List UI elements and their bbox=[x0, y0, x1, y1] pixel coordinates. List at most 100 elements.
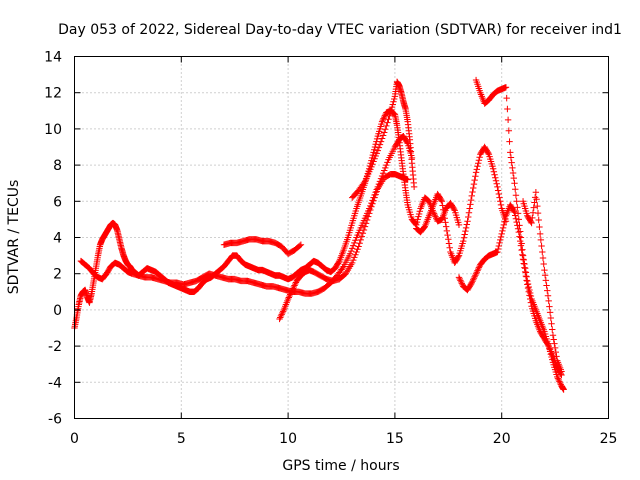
data-point bbox=[472, 169, 480, 176]
data-point bbox=[507, 149, 514, 156]
series-track-b bbox=[77, 132, 416, 297]
data-point bbox=[499, 224, 507, 232]
data-point bbox=[546, 309, 554, 316]
data-point bbox=[365, 213, 372, 220]
data-point bbox=[374, 147, 382, 154]
data-point bbox=[521, 260, 528, 268]
data-point bbox=[440, 210, 448, 218]
series-track-d bbox=[276, 170, 411, 323]
data-point bbox=[285, 294, 293, 301]
data-point bbox=[539, 254, 547, 262]
data-point bbox=[354, 246, 361, 253]
data-point bbox=[527, 218, 535, 226]
data-point bbox=[381, 113, 388, 121]
data-point bbox=[462, 224, 470, 232]
data-point bbox=[369, 160, 376, 168]
data-point bbox=[288, 288, 295, 295]
data-point bbox=[471, 176, 478, 184]
data-point bbox=[506, 138, 513, 145]
data-point bbox=[550, 336, 557, 343]
data-point bbox=[536, 223, 543, 231]
data-point bbox=[389, 101, 396, 108]
data-point bbox=[413, 218, 421, 226]
data-point bbox=[541, 266, 548, 274]
data-point bbox=[457, 278, 465, 286]
data-point bbox=[350, 256, 357, 264]
data-point bbox=[369, 200, 376, 207]
data-point bbox=[538, 242, 545, 250]
data-point bbox=[384, 159, 391, 166]
data-point bbox=[470, 276, 477, 283]
data-point bbox=[473, 166, 480, 173]
data-point bbox=[386, 112, 393, 120]
data-point bbox=[287, 291, 294, 298]
data-point bbox=[351, 239, 358, 247]
y-axis-label: SDTVAR / TECUs bbox=[6, 180, 22, 295]
data-point bbox=[466, 205, 473, 212]
series-track-c bbox=[220, 236, 305, 257]
data-point bbox=[546, 345, 553, 353]
data-point bbox=[361, 223, 369, 230]
data-point bbox=[500, 221, 508, 229]
data-point bbox=[463, 221, 471, 228]
data-point bbox=[279, 309, 286, 317]
data-point bbox=[367, 206, 374, 214]
data-point bbox=[440, 206, 447, 213]
data-point bbox=[513, 198, 520, 205]
data-point bbox=[535, 216, 542, 224]
x-tick-label: 10 bbox=[279, 431, 297, 447]
data-point bbox=[484, 149, 492, 157]
data-point bbox=[517, 234, 525, 241]
data-point bbox=[404, 176, 411, 183]
data-point bbox=[468, 279, 475, 286]
data-point bbox=[526, 289, 534, 297]
data-point bbox=[521, 265, 529, 272]
data-point bbox=[499, 227, 506, 235]
data-point bbox=[512, 192, 520, 199]
data-point bbox=[548, 353, 555, 361]
series-track-f bbox=[413, 143, 510, 267]
data-point bbox=[415, 210, 423, 218]
data-point bbox=[370, 149, 377, 156]
data-point bbox=[445, 240, 453, 247]
data-point bbox=[558, 368, 565, 375]
data-point bbox=[375, 144, 383, 151]
series-track-e bbox=[348, 78, 418, 201]
data-point bbox=[490, 168, 498, 175]
data-point bbox=[509, 169, 517, 177]
data-point bbox=[378, 135, 386, 142]
data-point bbox=[547, 351, 555, 358]
data-point bbox=[284, 295, 292, 303]
data-point bbox=[376, 141, 384, 148]
data-point bbox=[505, 127, 513, 134]
data-point bbox=[385, 116, 392, 123]
data-point bbox=[381, 167, 388, 174]
data-point bbox=[548, 320, 555, 327]
data-point bbox=[444, 231, 451, 239]
data-point bbox=[496, 239, 503, 247]
data-point bbox=[289, 286, 296, 294]
y-tick-label: -4 bbox=[48, 375, 62, 391]
chart-title: Day 053 of 2022, Sidereal Day-to-day VTE… bbox=[58, 22, 622, 38]
data-point bbox=[467, 201, 474, 208]
data-point bbox=[473, 268, 480, 276]
data-point bbox=[540, 260, 547, 268]
data-point bbox=[524, 280, 532, 288]
data-point bbox=[551, 344, 559, 352]
data-point bbox=[432, 213, 439, 220]
data-point bbox=[536, 230, 544, 238]
x-tick-label: 20 bbox=[493, 431, 511, 447]
data-point bbox=[445, 236, 452, 243]
data-point bbox=[530, 204, 537, 211]
data-point bbox=[458, 280, 466, 287]
data-point bbox=[383, 161, 390, 169]
data-point bbox=[529, 214, 536, 222]
data-point bbox=[356, 240, 363, 247]
data-point bbox=[520, 256, 527, 264]
data-point bbox=[347, 247, 355, 255]
data-point bbox=[537, 236, 545, 244]
data-point bbox=[289, 285, 297, 292]
data-point bbox=[410, 183, 418, 191]
data-point bbox=[359, 230, 367, 237]
